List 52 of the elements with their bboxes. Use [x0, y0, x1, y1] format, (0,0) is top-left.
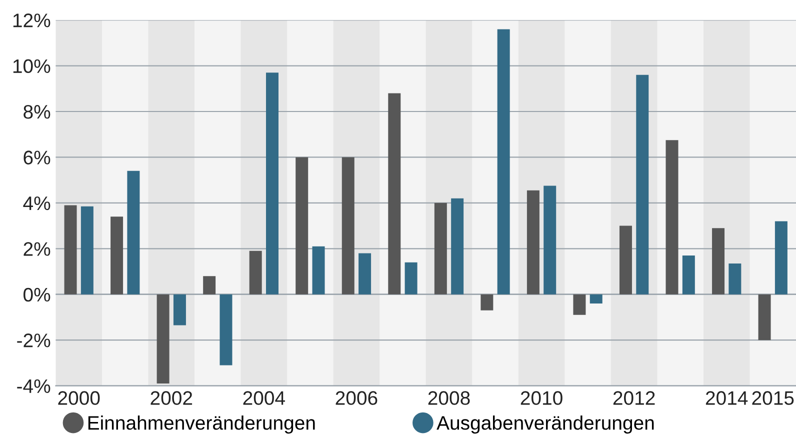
bar [728, 264, 742, 294]
bar [127, 170, 140, 294]
x-tick-label: 2014 [706, 391, 748, 405]
x-tick-label: 2006 [336, 391, 378, 405]
legend-label: Ausgabenveränderungen [436, 416, 654, 434]
bar [358, 253, 372, 294]
x-tick-label: 2012 [613, 391, 655, 405]
y-tick-label: 0% [24, 288, 50, 302]
x-tick-label: 2015 [752, 391, 794, 405]
bar [80, 206, 94, 294]
bar [173, 294, 186, 326]
y-tick-label: 4% [23, 196, 50, 210]
legend-label: Einnahmenveränderungen [88, 416, 315, 434]
bar [590, 294, 602, 304]
bar [573, 294, 586, 315]
y-tick-label: 6% [24, 150, 50, 164]
bar [156, 294, 170, 384]
bar [388, 93, 401, 294]
bar [266, 72, 278, 294]
bar [342, 157, 354, 294]
bar [666, 140, 678, 294]
x-tick-label: 2000 [58, 391, 100, 405]
bar [526, 190, 540, 294]
bar [404, 262, 418, 294]
y-tick-label: -4% [17, 379, 50, 393]
x-tick-label: 2008 [428, 391, 470, 405]
bar [497, 29, 510, 294]
bar [758, 294, 771, 340]
bar [312, 246, 325, 294]
bar [64, 205, 77, 294]
bar [636, 74, 649, 294]
y-tick-label: 12% [13, 14, 50, 28]
bar [774, 221, 788, 294]
y-tick-label: -2% [17, 334, 50, 348]
bar [619, 226, 632, 294]
bar [712, 228, 725, 294]
y-tick-label: 2% [24, 242, 50, 256]
bar [451, 198, 464, 294]
x-tick-label: 2004 [243, 391, 285, 405]
bar [434, 202, 447, 294]
bar [682, 256, 695, 294]
bar [203, 276, 216, 294]
bar [480, 294, 494, 310]
y-tick-label: 8% [24, 104, 50, 119]
y-tick-label: 10% [13, 59, 50, 74]
bar [249, 250, 262, 294]
bar [220, 294, 232, 366]
bar [110, 216, 124, 294]
bar [544, 186, 556, 294]
x-tick-label: 2010 [520, 391, 562, 405]
x-tick-label: 2002 [150, 391, 192, 405]
bar [296, 157, 308, 294]
